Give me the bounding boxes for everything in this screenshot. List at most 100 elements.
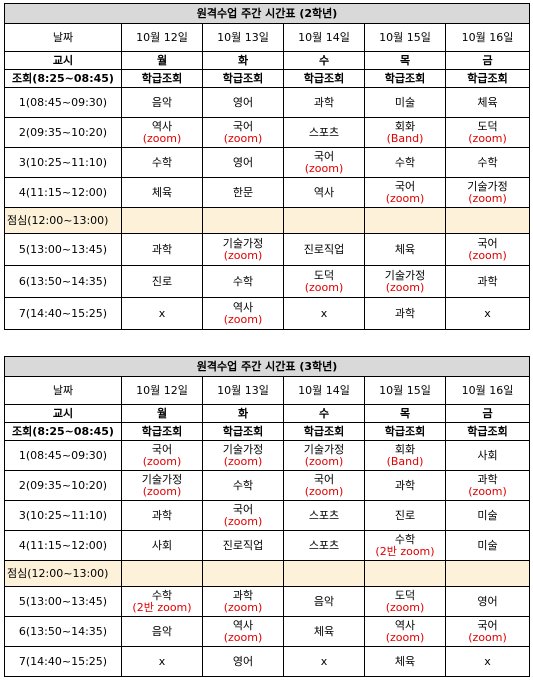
subject-name: 기술가정 bbox=[222, 236, 264, 250]
delivery-note: (zoom) bbox=[223, 630, 263, 644]
class-cell: x bbox=[283, 646, 365, 677]
class-cell: 회화 (Band) bbox=[364, 117, 446, 148]
date-row: 날짜 10월 12일 10월 13일 10월 14일 10월 15일 10월 1… bbox=[4, 376, 531, 405]
class-cell: 국어 (zoom) bbox=[202, 117, 284, 148]
lunch-cell bbox=[444, 207, 531, 234]
subject-name: 수학 bbox=[232, 478, 254, 492]
delivery-note: (zoom) bbox=[385, 191, 425, 205]
delivery-note: (zoom) bbox=[223, 248, 263, 262]
period-row: 1(08:45~09:30) 음악 영어 과학 미술 체육 bbox=[4, 87, 531, 118]
class-cell: 역사 (zoom) bbox=[121, 117, 203, 148]
period-time: 7(14:40~15:25) bbox=[4, 297, 122, 330]
date-cell: 10월 13일 bbox=[202, 376, 284, 405]
subject-name: 수학 bbox=[394, 155, 416, 169]
subject-name: 역사 bbox=[232, 618, 254, 632]
timetable-grade3: 원격수업 주간 시간표 (3학년) 날짜 10월 12일 10월 13일 10월… bbox=[3, 356, 531, 677]
class-cell: 체육 bbox=[444, 87, 531, 118]
lunch-label: 점심(12:00~13:00) bbox=[4, 560, 122, 587]
date-cell: 10월 12일 bbox=[121, 376, 203, 405]
class-cell: 도덕 (zoom) bbox=[283, 265, 365, 298]
delivery-note: (zoom) bbox=[468, 131, 507, 145]
period-row: 7(14:40~15:25) x 영어 x 체육 x bbox=[4, 646, 531, 677]
class-cell: 기술가정 (zoom) bbox=[202, 440, 284, 471]
class-cell: 역사 (zoom) bbox=[202, 297, 284, 330]
class-cell: 과학 (zoom) bbox=[444, 470, 531, 501]
delivery-note: (zoom) bbox=[223, 600, 263, 614]
class-cell: x bbox=[121, 297, 203, 330]
subject-name: 과학 bbox=[477, 274, 498, 288]
delivery-note: (zoom) bbox=[142, 131, 182, 145]
class-cell: 기술가정 (zoom) bbox=[364, 265, 446, 298]
period-time: 2(09:35~10:20) bbox=[4, 470, 122, 501]
homeroom-cell: 학급조회 bbox=[202, 422, 284, 441]
class-cell: 국어 (zoom) bbox=[121, 440, 203, 471]
delivery-note: (Band) bbox=[386, 454, 424, 468]
subject-name: x bbox=[158, 306, 166, 320]
day-row: 교시 월 화 수 목 금 bbox=[4, 51, 531, 70]
subject-name: x bbox=[484, 654, 491, 668]
class-cell: 진로직업 bbox=[283, 233, 365, 266]
delivery-note: (2반 zoom) bbox=[132, 600, 192, 614]
subject-name: 음악 bbox=[313, 594, 335, 608]
subject-name: 진로직업 bbox=[303, 242, 345, 256]
delivery-note: (zoom) bbox=[304, 454, 344, 468]
date-cell: 10월 14일 bbox=[283, 376, 365, 405]
subject-name: 체육 bbox=[477, 95, 498, 109]
lunch-cell bbox=[283, 560, 365, 587]
subject-name: 역사 bbox=[232, 300, 254, 314]
title-row: 원격수업 주간 시간표 (3학년) bbox=[3, 356, 531, 377]
homeroom-cell: 학급조회 bbox=[283, 69, 365, 88]
class-cell: 수학 (2반 zoom) bbox=[121, 586, 203, 617]
homeroom-cell: 학급조회 bbox=[283, 422, 365, 441]
class-cell: 과학 bbox=[283, 87, 365, 118]
homeroom-cell: 학급조회 bbox=[364, 422, 446, 441]
class-cell: 수학 bbox=[202, 265, 284, 298]
class-cell: x bbox=[444, 297, 531, 330]
delivery-note: (zoom) bbox=[223, 312, 263, 326]
class-cell: 음악 bbox=[121, 87, 203, 118]
period-time: 3(10:25~11:10) bbox=[4, 147, 122, 178]
class-cell: 미술 bbox=[444, 530, 531, 561]
delivery-note: (zoom) bbox=[142, 454, 182, 468]
subject-name: 미술 bbox=[394, 95, 416, 109]
class-cell: 과학 bbox=[364, 470, 446, 501]
subject-name: 수학 bbox=[232, 274, 254, 288]
subject-name: 국어 bbox=[232, 502, 254, 516]
homeroom-cell: 학급조회 bbox=[202, 69, 284, 88]
period-row: 2(09:35~10:20) 기술가정 (zoom) 수학 국어 (zoom) 과학 과학 (z… bbox=[4, 470, 531, 501]
subject-name: 국어 bbox=[477, 618, 498, 632]
lunch-cell bbox=[121, 560, 203, 587]
subject-name: 도덕 bbox=[477, 119, 498, 133]
period-row: 7(14:40~15:25) x 역사 (zoom) x 과학 x bbox=[4, 297, 531, 330]
title-row: 원격수업 주간 시간표 (2학년) bbox=[3, 3, 531, 24]
period-time: 5(13:00~13:45) bbox=[4, 233, 122, 266]
subject-name: 체육 bbox=[151, 185, 173, 199]
lunch-row: 점심(12:00~13:00) bbox=[4, 207, 531, 234]
subject-name: 과학 bbox=[151, 508, 173, 522]
period-row: 5(13:00~13:45) 수학 (2반 zoom) 과학 (zoom) 음악 도덕 (zo… bbox=[4, 586, 531, 617]
homeroom-row: 조회(8:25~08:45) 학급조회 학급조회 학급조회 학급조회 학급조회 bbox=[4, 69, 531, 88]
period-row: 3(10:25~11:10) 수학 영어 국어 (zoom) 수학 수학 bbox=[4, 147, 531, 178]
period-row: 4(11:15~12:00) 사회 진로직업 스포츠 수학 (2반 zoom) 미술 bbox=[4, 530, 531, 561]
subject-name: 과학 bbox=[151, 242, 173, 256]
subject-name: 국어 bbox=[477, 236, 498, 250]
day-cell: 월 bbox=[121, 404, 203, 423]
day-cell: 월 bbox=[121, 51, 203, 70]
class-cell: 국어 (zoom) bbox=[283, 147, 365, 178]
class-cell: 미술 bbox=[444, 500, 531, 531]
afternoon-periods: 5(13:00~13:45) 수학 (2반 zoom) 과학 (zoom) 음악 도덕 (zo… bbox=[4, 586, 531, 677]
class-cell: 영어 bbox=[202, 87, 284, 118]
class-cell: 음악 bbox=[283, 586, 365, 617]
day-row: 교시 월 화 수 목 금 bbox=[4, 404, 531, 423]
class-cell: 수학 bbox=[202, 470, 284, 501]
period-time: 2(09:35~10:20) bbox=[4, 117, 122, 148]
period-time: 4(11:15~12:00) bbox=[4, 177, 122, 208]
subject-name: 스포츠 bbox=[308, 125, 340, 139]
table-title: 원격수업 주간 시간표 (3학년) bbox=[3, 356, 531, 377]
class-cell: 과학 bbox=[364, 297, 446, 330]
subject-name: 스포츠 bbox=[308, 508, 340, 522]
period-time: 6(13:50~14:35) bbox=[4, 265, 122, 298]
class-cell: 수학 bbox=[444, 147, 531, 178]
subject-name: 영어 bbox=[477, 594, 498, 608]
morning-periods: 1(08:45~09:30) 국어 (zoom) 기술가정 (zoom) 기술가정 (zoo… bbox=[4, 440, 531, 561]
